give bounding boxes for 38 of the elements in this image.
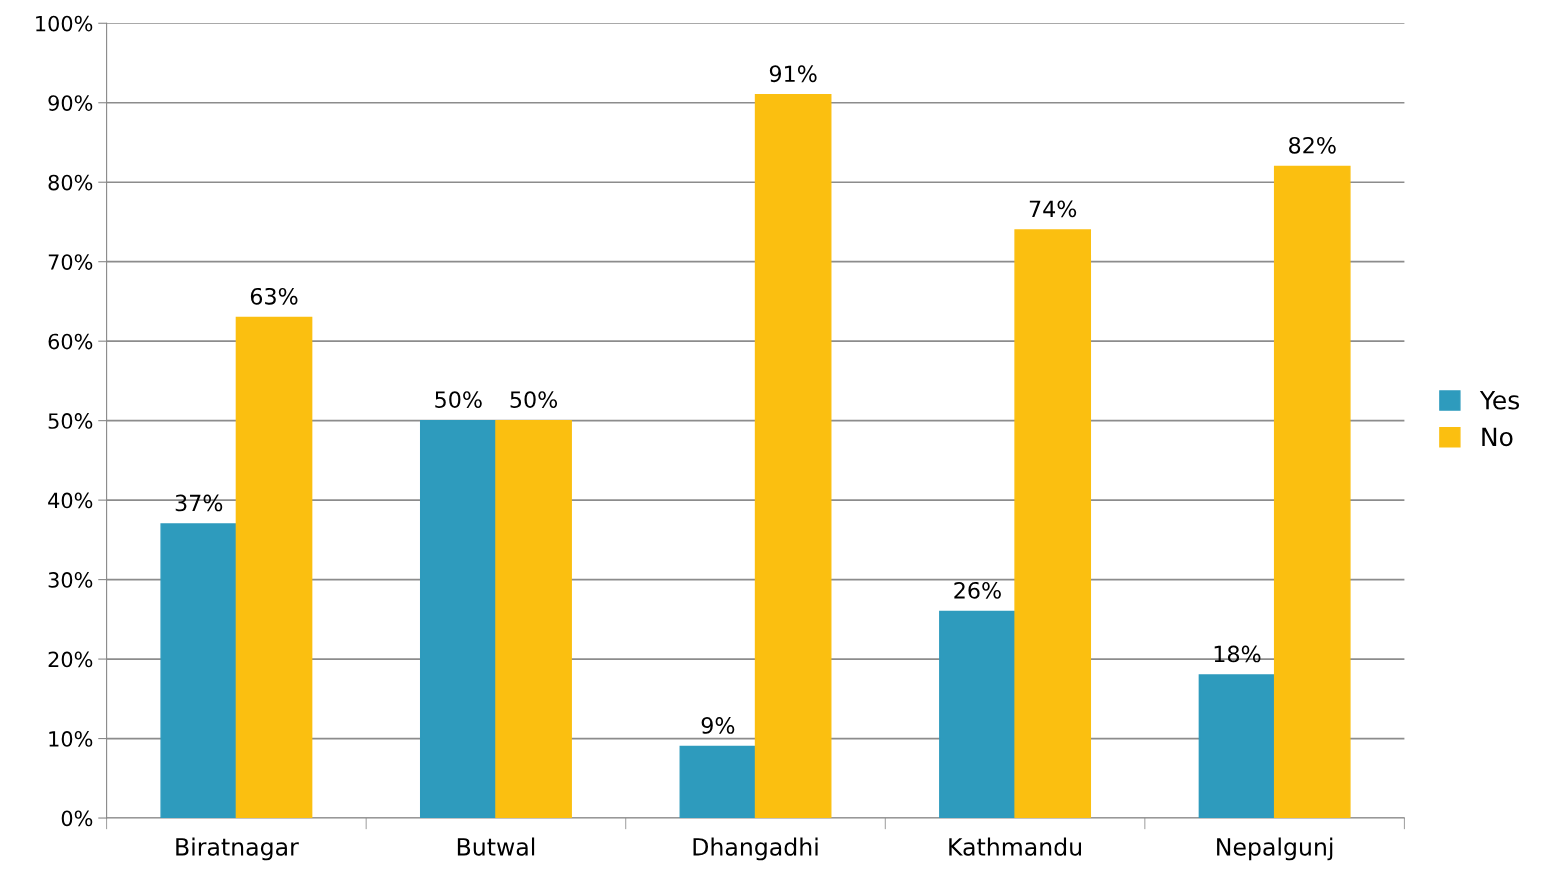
bar: [235, 316, 313, 819]
data-label: 82%: [1289, 136, 1336, 154]
data-label: 63%: [250, 287, 298, 305]
y-tick-label: 80%: [48, 174, 93, 191]
data-label: 9%: [701, 717, 735, 734]
y-tick-label: 50%: [48, 413, 93, 429]
y-tick-label: 40%: [48, 492, 93, 509]
bar: [160, 523, 238, 819]
x-tick-label: Kathmandu: [949, 837, 1081, 856]
x-tick-label: Biratnagar: [176, 837, 299, 861]
y-tick-label: 100%: [36, 15, 93, 32]
legend-label: Yes: [1479, 390, 1520, 410]
bar: [1014, 229, 1092, 819]
data-label: 18%: [1214, 645, 1261, 663]
bar: [679, 745, 757, 819]
bar: [754, 94, 832, 819]
data-label: 50%: [435, 391, 482, 409]
y-tick-label: 60%: [48, 333, 93, 350]
x-tick-label: Dhangadhi: [693, 837, 818, 861]
bar: [1198, 674, 1276, 819]
y-tick-label: 0%: [61, 810, 93, 827]
x-tick-label: Nepalgunj: [1217, 837, 1333, 861]
data-label: 91%: [769, 65, 817, 83]
y-tick-label: 20%: [48, 651, 93, 668]
y-tick-label: 10%: [49, 731, 93, 747]
data-label: 74%: [1029, 200, 1077, 218]
y-tick-label: 90%: [48, 95, 93, 111]
bar: [939, 610, 1016, 819]
bar: [495, 419, 572, 819]
bar: [419, 419, 497, 819]
y-tick-label: 70%: [48, 254, 93, 270]
bar: [1273, 165, 1351, 819]
y-tick-label: 30%: [48, 572, 93, 588]
x-tick-label: Butwal: [457, 837, 535, 856]
legend-label: No: [1482, 427, 1513, 447]
data-label: 50%: [510, 391, 558, 409]
data-label: 26%: [954, 581, 1001, 599]
data-label: 37%: [175, 494, 223, 512]
